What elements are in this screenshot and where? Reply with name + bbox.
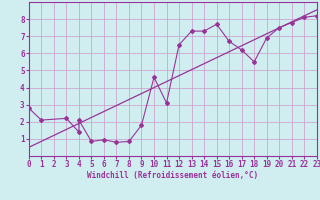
X-axis label: Windchill (Refroidissement éolien,°C): Windchill (Refroidissement éolien,°C) — [87, 171, 258, 180]
